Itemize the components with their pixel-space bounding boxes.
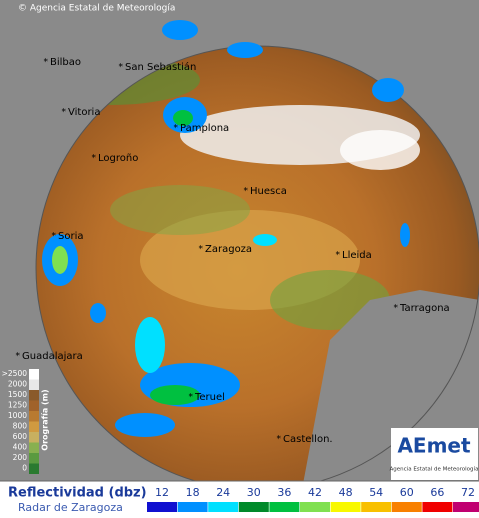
city-marker: * [44,58,49,68]
legend-value: 54 [369,486,383,499]
city-marker: * [277,435,282,445]
city-marker: * [189,393,194,403]
city-label: Soria [58,231,83,242]
legend-value: 36 [277,486,291,499]
orography-title: Orografía (m) [41,389,50,450]
orography-label: 1250 [8,401,27,410]
city-marker: * [199,245,204,255]
legend-swatch [269,502,300,512]
city-label: Vitoria [68,107,100,118]
legend-swatch [361,502,392,512]
city-label: Bilbao [50,57,81,68]
legend-swatch [300,502,330,512]
legend-subtitle: Radar de Zaragoza [18,501,123,514]
orography-swatch [29,442,39,453]
legend-value: 18 [186,486,200,499]
city-marker: * [119,63,124,73]
legend-value: 24 [216,486,230,499]
legend-value: 72 [461,486,475,499]
legend-swatch [177,502,208,512]
logo-name: AEmet [397,434,471,458]
orography-label: >2500 [2,369,28,378]
legend-value: 60 [400,486,414,499]
legend-swatch [147,502,177,512]
city-marker: * [92,154,97,164]
city-label: Zaragoza [205,244,252,255]
city-label: Logroño [98,153,138,164]
legend-value: 66 [430,486,444,499]
legend-value: 30 [247,486,261,499]
legend-swatch [330,502,361,512]
city-marker: * [174,124,179,134]
city-label: Pamplona [180,123,229,134]
precipitation [42,20,410,437]
city-marker: * [52,232,57,242]
city-marker: * [16,352,21,362]
city-label: Tarragona [399,303,450,314]
orography-label: 800 [13,422,28,431]
city-label: Huesca [250,186,287,197]
logo-box [391,428,478,480]
orography-swatch [29,379,39,390]
orography-swatch [29,400,39,411]
city-label: Teruel [194,392,225,403]
city-marker: * [244,187,249,197]
orography-label: 400 [13,443,28,452]
orography-swatch [29,390,39,401]
legend-swatch [238,502,269,512]
orography-swatch [29,432,39,443]
orography-label: 600 [13,432,28,441]
legend-value: 48 [339,486,353,499]
legend-value: 12 [155,486,169,499]
legend-swatch [208,502,239,512]
logo-subtitle: Agencia Estatal de Meteorología [390,466,479,473]
city-label: Lleida [342,250,372,261]
city-label: Guadalajara [22,351,83,362]
legend-swatch [391,502,422,512]
city-marker: * [62,108,67,118]
orography-swatch [29,421,39,432]
legend-swatch [453,502,479,512]
legend-value: 42 [308,486,322,499]
city-marker: * [336,251,341,261]
orography-label: 1000 [8,411,27,420]
legend-swatch [422,502,453,512]
copyright: © Agencia Estatal de Meteorología [18,4,175,14]
orography-swatch [29,453,39,464]
city-marker: * [394,304,399,314]
orography-swatch [29,463,39,474]
orography-label: 1500 [8,390,27,399]
orography-label: 2000 [8,380,27,389]
orography-label: 0 [22,464,27,473]
orography-swatch [29,369,39,380]
legend-title: Reflectividad (dbz) [8,486,147,501]
city-label: San Sebastián [125,61,196,73]
orography-swatch [29,411,39,422]
city-label: Castellon. [283,434,333,445]
orography-label: 200 [13,453,28,462]
